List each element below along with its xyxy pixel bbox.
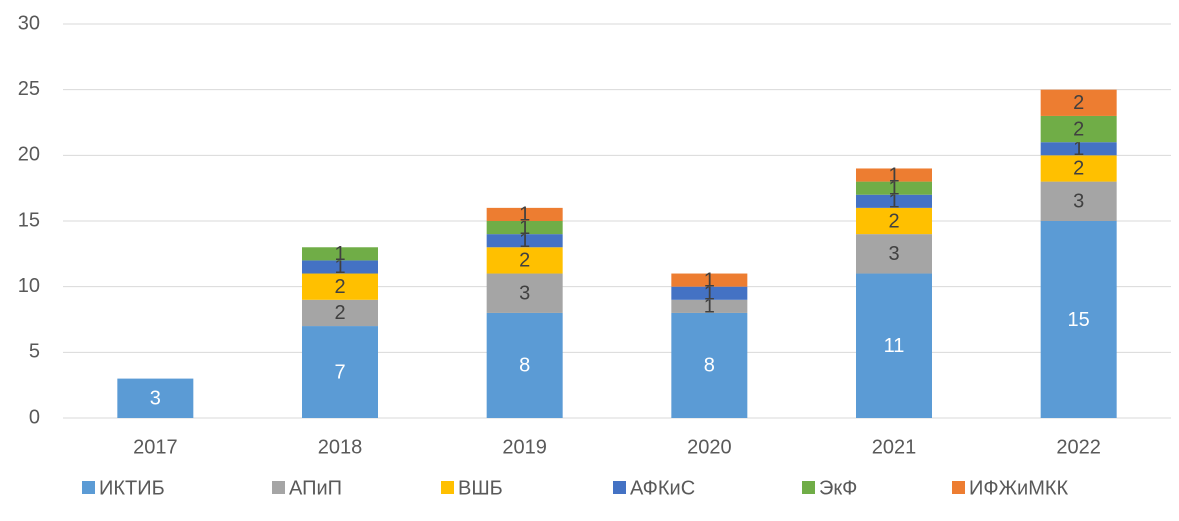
bar-segment	[302, 260, 378, 274]
legend-swatch	[802, 481, 815, 494]
legend-label: ЭкФ	[819, 477, 857, 499]
data-label: 2	[334, 302, 345, 324]
data-label: 2	[1073, 158, 1084, 180]
x-tick-label: 2019	[502, 436, 547, 458]
bar-segment	[1040, 142, 1117, 156]
legend-label: ИФЖиМКК	[969, 477, 1069, 499]
data-label: 8	[519, 355, 530, 377]
data-label: 1	[334, 243, 345, 265]
bar-segment	[302, 247, 378, 261]
data-label: 2	[519, 250, 530, 272]
bar-segment	[302, 273, 378, 300]
bar-segment	[856, 168, 932, 182]
data-label: 2	[1073, 118, 1084, 140]
y-tick-label: 0	[29, 406, 40, 428]
bar-segment	[856, 207, 932, 235]
y-tick-label: 30	[18, 12, 40, 34]
data-label: 1	[334, 256, 345, 278]
data-label: 15	[1068, 309, 1090, 331]
y-tick-label: 5	[29, 341, 40, 363]
legend-label: АПиП	[289, 477, 342, 499]
bar-segment	[302, 326, 378, 418]
data-label: 1	[519, 217, 530, 239]
bar-segment	[1040, 115, 1117, 143]
data-label: 1	[1073, 138, 1084, 160]
data-label: 11	[884, 335, 905, 357]
data-label: 3	[519, 283, 530, 305]
bar-segment	[1040, 221, 1117, 418]
bar-segment	[856, 234, 932, 274]
bar-segment	[856, 181, 932, 195]
data-label: 1	[519, 230, 530, 252]
data-label: 3	[150, 388, 161, 410]
bar-segment	[486, 234, 563, 248]
bar-segment	[671, 312, 748, 418]
bar-segment	[671, 286, 748, 300]
legend-swatch	[272, 481, 285, 494]
x-tick-label: 2018	[318, 436, 363, 458]
bar-segment	[671, 273, 748, 287]
legend-swatch	[441, 481, 454, 494]
x-tick-label: 2020	[687, 436, 732, 458]
data-label: 8	[704, 355, 715, 377]
y-tick-label: 20	[18, 144, 40, 166]
bar-segment	[486, 312, 563, 418]
bar-segment	[856, 194, 932, 208]
legend-label: АФКиС	[630, 477, 695, 499]
bar-segment	[486, 273, 563, 313]
data-label: 1	[888, 164, 899, 186]
bar-segment	[1040, 155, 1117, 182]
data-label: 2	[888, 210, 899, 232]
legend-label: ИКТИБ	[99, 477, 165, 499]
bar-segment	[1040, 181, 1117, 221]
data-label: 1	[704, 283, 715, 305]
legend-label: ВШБ	[458, 477, 503, 499]
data-label: 1	[519, 204, 530, 226]
y-tick-label: 10	[18, 275, 40, 297]
x-tick-label: 2022	[1056, 436, 1101, 458]
bar-segment	[486, 221, 563, 235]
data-label: 1	[888, 191, 899, 213]
bar-segment	[856, 273, 932, 418]
data-label: 7	[334, 361, 345, 383]
data-label: 2	[334, 276, 345, 298]
bar-segment	[486, 247, 563, 274]
bar-segment	[1040, 89, 1117, 116]
x-tick-label: 2021	[872, 436, 917, 458]
x-tick-label: 2017	[133, 436, 178, 458]
y-tick-label: 15	[18, 209, 40, 231]
data-label: 2	[1073, 92, 1084, 114]
bar-segment	[486, 207, 563, 221]
data-label: 1	[704, 296, 715, 318]
bar-segment	[671, 299, 748, 313]
legend-swatch	[613, 481, 626, 494]
data-label: 3	[888, 243, 899, 265]
data-label: 1	[888, 177, 899, 199]
data-label: 3	[1073, 191, 1084, 213]
bar-segment	[302, 299, 378, 327]
y-tick-label: 25	[18, 78, 40, 100]
bar-segment	[117, 378, 194, 418]
legend-swatch	[952, 481, 965, 494]
data-label: 1	[704, 269, 715, 291]
legend-swatch	[82, 481, 95, 494]
